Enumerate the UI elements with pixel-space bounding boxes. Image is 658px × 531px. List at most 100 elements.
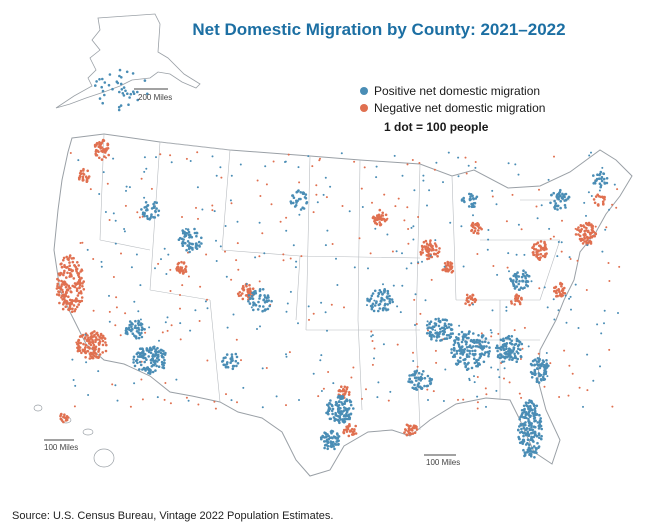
negative-dot <box>74 265 78 269</box>
negative-dot <box>381 211 385 215</box>
positive-dot <box>503 360 506 363</box>
negative-dot <box>470 228 474 232</box>
negative-dot <box>462 398 465 401</box>
positive-dot <box>432 335 436 338</box>
positive-dot <box>337 439 340 443</box>
negative-dot <box>77 280 81 283</box>
positive-dot <box>137 320 141 324</box>
negative-dot <box>426 246 430 250</box>
negative-dot <box>80 296 84 299</box>
positive-dot <box>337 400 341 404</box>
positive-dot <box>518 418 521 421</box>
positive-dot <box>533 370 537 373</box>
positive-dot <box>426 320 429 323</box>
positive-dot <box>422 179 425 182</box>
positive-dot <box>428 334 432 338</box>
positive-dot <box>140 323 144 326</box>
negative-dot <box>539 240 543 243</box>
positive-dot <box>445 334 449 337</box>
negative-dot <box>181 216 183 218</box>
negative-dot <box>353 160 356 163</box>
negative-dot <box>94 336 98 339</box>
negative-dot <box>580 224 583 228</box>
positive-dot <box>583 201 586 204</box>
negative-dot <box>144 331 147 334</box>
negative-dot <box>185 396 188 399</box>
positive-dot <box>230 399 233 402</box>
positive-dot <box>334 400 338 404</box>
negative-dot <box>465 293 469 297</box>
positive-dot <box>467 332 470 336</box>
positive-dot <box>531 431 534 435</box>
negative-dot <box>371 340 374 342</box>
negative-dot <box>538 244 541 247</box>
negative-dot <box>513 329 516 332</box>
positive-dot <box>517 343 521 347</box>
positive-dot <box>71 358 74 361</box>
negative-dot <box>603 198 606 201</box>
negative-dot <box>79 242 82 244</box>
positive-dot <box>77 159 80 162</box>
positive-dot <box>535 404 539 408</box>
positive-dot <box>130 321 133 325</box>
positive-dot <box>323 446 326 450</box>
positive-dot <box>545 359 548 362</box>
positive-dot <box>436 331 440 335</box>
negative-dot <box>140 177 143 180</box>
negative-dot <box>59 262 62 266</box>
positive-dot <box>417 261 420 264</box>
positive-dot <box>536 421 540 424</box>
negative-dot <box>419 312 422 315</box>
positive-dot <box>132 92 136 95</box>
positive-dot <box>254 303 258 307</box>
positive-dot <box>379 299 383 303</box>
negative-dot <box>618 265 621 268</box>
positive-dot <box>464 343 468 346</box>
positive-dot <box>599 184 603 187</box>
negative-dot <box>543 385 546 388</box>
positive-dot <box>475 364 478 368</box>
positive-dot <box>262 298 265 302</box>
negative-dot <box>70 257 74 260</box>
positive-dot <box>236 362 240 365</box>
positive-dot <box>140 335 144 339</box>
positive-dot <box>129 92 133 96</box>
negative-dot <box>73 282 77 285</box>
negative-dot <box>256 179 259 182</box>
negative-dot <box>411 159 414 161</box>
positive-dot <box>285 310 288 313</box>
positive-dot <box>519 286 523 290</box>
negative-dot <box>317 395 320 398</box>
positive-dot <box>417 371 421 375</box>
positive-dot <box>590 151 592 154</box>
positive-dot <box>226 326 229 329</box>
positive-dot <box>187 244 191 247</box>
positive-dot <box>134 319 137 323</box>
negative-dot <box>265 183 268 186</box>
positive-dot <box>326 410 330 413</box>
positive-dot <box>386 233 389 236</box>
negative-dot <box>86 334 89 337</box>
negative-dot <box>259 195 262 197</box>
positive-dot <box>490 331 493 334</box>
positive-dot <box>86 248 89 251</box>
positive-dot <box>187 399 190 402</box>
positive-dot <box>422 370 425 373</box>
negative-dot <box>414 426 418 429</box>
positive-dot <box>495 344 499 348</box>
negative-dot <box>541 247 545 251</box>
negative-dot <box>80 299 84 303</box>
positive-dot <box>460 225 463 228</box>
negative-dot <box>411 432 415 435</box>
positive-dot <box>484 337 488 340</box>
negative-dot <box>141 215 144 218</box>
positive-dot <box>145 209 148 212</box>
negative-dot <box>69 290 72 293</box>
positive-dot <box>226 365 230 369</box>
positive-dot <box>466 349 469 352</box>
negative-dot <box>136 211 139 214</box>
negative-dot <box>468 303 471 307</box>
positive-dot <box>505 355 509 359</box>
positive-dot <box>323 440 326 443</box>
negative-dot <box>77 291 81 295</box>
